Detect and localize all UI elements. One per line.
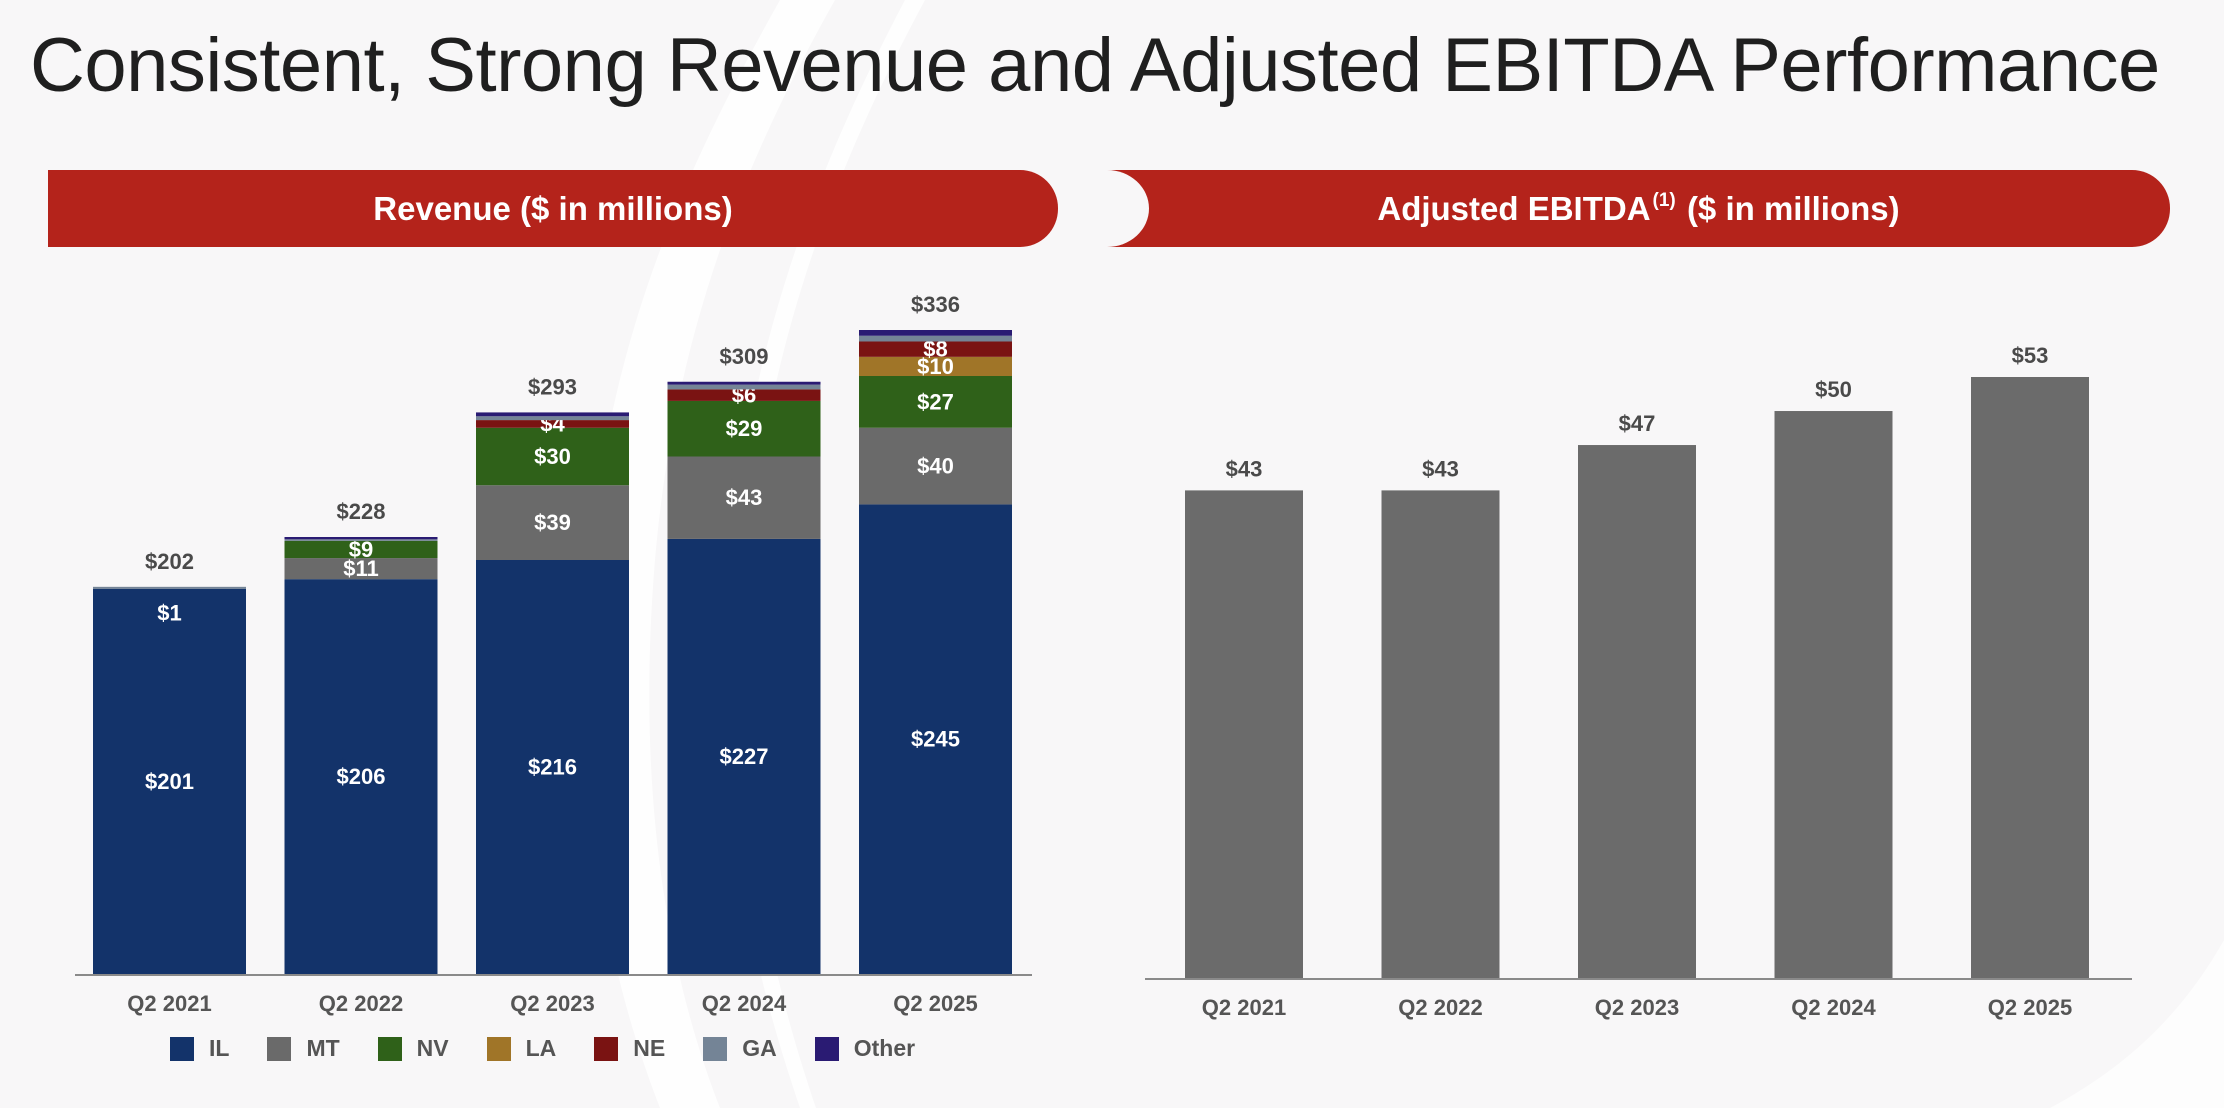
legend-item-la: LA <box>486 1035 557 1062</box>
legend-label: MT <box>306 1035 340 1061</box>
revenue-bar-mt-q2-2023 <box>476 485 629 560</box>
ebitda-bar-q2-2023 <box>1578 445 1696 979</box>
revenue-segment-label: $245 <box>911 727 960 752</box>
revenue-legend: IL MT NV LA NE GA Other <box>170 1035 953 1062</box>
revenue-x-tick-label: Q2 2021 <box>127 991 211 1016</box>
revenue-bar-ga-q2-2022 <box>284 539 438 541</box>
ebitda-value-label: $53 <box>2012 343 2049 368</box>
revenue-segment-label: $11 <box>343 556 379 581</box>
revenue-bar-ga-q2-2023 <box>476 416 629 421</box>
revenue-segment-label: $30 <box>534 444 571 469</box>
legend-label: IL <box>209 1035 230 1061</box>
legend-label: GA <box>742 1035 777 1061</box>
revenue-bar-nv-q2-2022 <box>284 540 438 559</box>
ebitda-value-label: $50 <box>1815 377 1852 402</box>
revenue-bar-nv-q2-2025 <box>859 376 1012 428</box>
revenue-x-tick-label: Q2 2022 <box>319 991 403 1016</box>
legend-swatch <box>486 1036 511 1061</box>
ebitda-x-tick-label: Q2 2024 <box>1791 995 1876 1020</box>
page-title: Consistent, Strong Revenue and Adjusted … <box>30 23 2160 108</box>
revenue-bar-la-q2-2025 <box>859 356 1012 376</box>
revenue-bar-nv-q2-2023 <box>476 427 629 486</box>
ebitda-header-footnote: (1) <box>1652 189 1676 211</box>
revenue-bar-il-q2-2022 <box>284 579 438 974</box>
revenue-panel-header: Revenue ($ in millions) <box>48 170 1058 247</box>
revenue-bar-ne-q2-2025 <box>859 341 1012 357</box>
revenue-segment-label: $1 <box>157 600 181 625</box>
revenue-bar-il-q2-2025 <box>859 504 1012 974</box>
revenue-bar-mt-q2-2024 <box>667 456 821 539</box>
revenue-segment-label: $39 <box>534 510 571 535</box>
legend-label: NV <box>416 1035 449 1061</box>
legend-swatch <box>814 1036 839 1061</box>
revenue-bar-other-q2-2025 <box>859 330 1012 336</box>
ebitda-x-tick-label: Q2 2022 <box>1398 995 1482 1020</box>
legend-item-il: IL <box>170 1035 229 1062</box>
revenue-bar-nv-q2-2024 <box>667 400 821 457</box>
revenue-bar-mt-q2-2025 <box>859 427 1012 505</box>
revenue-segment-label: $29 <box>726 416 763 441</box>
revenue-x-tick-label: Q2 2023 <box>510 991 594 1016</box>
revenue-bar-other-q2-2023 <box>476 412 629 417</box>
ebitda-value-label: $47 <box>1619 411 1656 436</box>
revenue-segment-label: $10 <box>917 354 954 379</box>
revenue-segment-label: $43 <box>726 485 763 510</box>
revenue-x-tick-label: Q2 2025 <box>893 991 977 1016</box>
revenue-bar-ga-q2-2021 <box>93 586 246 589</box>
ebitda-value-label: $43 <box>1226 456 1263 481</box>
legend-label: Other <box>853 1035 916 1061</box>
legend-item-mt: MT <box>267 1035 340 1062</box>
revenue-bar-other-q2-2022 <box>284 537 438 540</box>
revenue-bar-il-q2-2024 <box>667 538 821 974</box>
revenue-x-tick-label: Q2 2024 <box>702 991 787 1016</box>
revenue-bar-other-q2-2024 <box>667 381 821 385</box>
ebitda-bar-q2-2021 <box>1185 490 1303 978</box>
revenue-total-label: $336 <box>911 292 960 317</box>
revenue-bar-ne-q2-2024 <box>667 389 821 401</box>
legend-swatch <box>703 1036 728 1061</box>
revenue-segment-label: $227 <box>720 744 769 769</box>
ebitda-x-tick-label: Q2 2021 <box>1202 995 1286 1020</box>
legend-swatch <box>377 1036 402 1061</box>
revenue-bar-ga-q2-2024 <box>667 384 821 390</box>
ebitda-header-label: Adjusted EBITDA (1) ($ in millions) <box>1377 190 1899 228</box>
ebitda-value-label: $43 <box>1422 456 1459 481</box>
ebitda-bar-q2-2022 <box>1381 490 1500 978</box>
ebitda-x-tick-label: Q2 2025 <box>1988 995 2072 1020</box>
legend-item-nv: NV <box>377 1035 449 1062</box>
revenue-bar-ga-q2-2025 <box>859 335 1012 342</box>
revenue-segment-label: $9 <box>349 537 373 562</box>
revenue-header-label: Revenue ($ in millions) <box>373 189 733 227</box>
revenue-segment-label: $27 <box>917 389 954 414</box>
legend-swatch <box>594 1036 619 1061</box>
revenue-bar-ne-q2-2023 <box>476 420 629 428</box>
revenue-segment-label: $201 <box>145 769 194 794</box>
legend-swatch <box>267 1036 292 1061</box>
legend-item-other: Other <box>814 1035 916 1062</box>
revenue-bar-mt-q2-2022 <box>284 558 438 580</box>
revenue-segment-label: $216 <box>528 755 577 780</box>
revenue-total-label: $293 <box>528 374 577 399</box>
legend-label: LA <box>525 1035 557 1061</box>
ebitda-header-main: Adjusted EBITDA <box>1377 189 1651 227</box>
legend-item-ga: GA <box>703 1035 777 1062</box>
revenue-total-label: $309 <box>720 344 769 369</box>
ebitda-panel-header: Adjusted EBITDA (1) ($ in millions) <box>1107 170 2170 247</box>
ebitda-bar-q2-2024 <box>1774 411 1893 978</box>
revenue-total-label: $228 <box>337 499 386 524</box>
revenue-bar-il-q2-2021 <box>93 588 246 974</box>
revenue-total-label: $202 <box>145 549 194 574</box>
legend-swatch <box>170 1036 194 1061</box>
revenue-segment-label: $206 <box>337 764 386 789</box>
legend-item-ne: NE <box>594 1035 665 1062</box>
ebitda-header-units: ($ in millions) <box>1686 189 1900 227</box>
legend-label: NE <box>633 1035 666 1061</box>
ebitda-bar-q2-2025 <box>1971 377 2089 978</box>
ebitda-x-tick-label: Q2 2023 <box>1595 995 1679 1020</box>
revenue-bar-il-q2-2023 <box>476 560 629 974</box>
revenue-segment-label: $40 <box>917 454 954 479</box>
